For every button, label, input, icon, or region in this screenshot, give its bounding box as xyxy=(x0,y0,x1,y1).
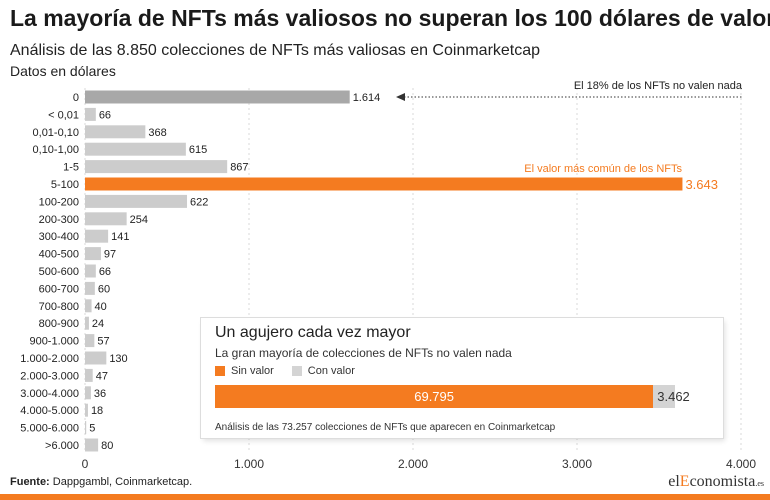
x-tick-label: 4.000 xyxy=(726,457,756,471)
x-tick-label: 1.000 xyxy=(234,457,264,471)
category-label: 600-700 xyxy=(39,283,79,295)
category-label: 5.000-6.000 xyxy=(20,423,79,435)
data-label: 40 xyxy=(95,301,107,313)
source-label: Fuente: xyxy=(10,476,50,488)
publisher-logo: elEconomista.es xyxy=(668,473,764,490)
bar xyxy=(85,281,95,295)
category-label: < 0,01 xyxy=(48,109,79,121)
bar xyxy=(85,403,88,417)
legend-label-sin-valor: Sin valor xyxy=(231,365,274,377)
unit-label: Datos en dólares xyxy=(10,63,116,79)
stacked-segment-sin-valor: 69.795 xyxy=(215,385,654,408)
bar xyxy=(85,247,101,261)
category-label: 1.000-2.000 xyxy=(20,353,79,365)
bar xyxy=(85,160,228,174)
bar xyxy=(85,177,683,191)
category-label: 0 xyxy=(73,92,79,104)
annotation-arrowhead xyxy=(396,93,405,101)
legend-swatch-con-valor xyxy=(291,366,302,376)
inset-title: Un agujero cada vez mayor xyxy=(215,324,411,341)
bar xyxy=(85,90,350,104)
data-label: 141 xyxy=(111,231,129,243)
category-label: 200-300 xyxy=(39,214,79,226)
bar xyxy=(85,316,89,330)
x-tick-label: 2.000 xyxy=(398,457,428,471)
bar xyxy=(85,438,99,452)
category-label: 0,10-1,00 xyxy=(33,144,79,156)
chart-title: La mayoría de NFTs más valiosos no super… xyxy=(10,5,770,31)
legend-swatch-sin-valor xyxy=(215,366,225,376)
category-label: 700-800 xyxy=(39,301,79,313)
bar xyxy=(85,421,87,435)
inset-subtitle: La gran mayoría de colecciones de NFTs n… xyxy=(215,346,512,360)
data-label: 60 xyxy=(98,283,110,295)
data-label: 5 xyxy=(89,423,95,435)
x-tick-label: 0 xyxy=(82,457,89,471)
bar xyxy=(85,299,92,313)
data-label: 97 xyxy=(104,249,116,261)
bar xyxy=(85,194,188,208)
chart-subtitle: Análisis de las 8.850 colecciones de NFT… xyxy=(10,42,541,59)
data-label: 66 xyxy=(99,266,111,278)
stacked-label-con-valor: 3.462 xyxy=(657,389,690,404)
bar-chart: 0 1.000 2.000 3.000 4.000 0 1.614 < 0,01 66 0,01-… xyxy=(20,80,756,471)
inset-legend: Sin valor Con valor xyxy=(215,365,373,377)
bar xyxy=(85,142,186,156)
category-label: 300-400 xyxy=(39,231,79,243)
category-label: 500-600 xyxy=(39,266,79,278)
data-label: 36 xyxy=(94,388,106,400)
data-label: 254 xyxy=(130,214,148,226)
category-label: 1-5 xyxy=(63,162,79,174)
inset-note: Análisis de las 73.257 colecciones de NF… xyxy=(215,422,556,433)
category-label: 2.000-3.000 xyxy=(20,370,79,382)
category-label: 400-500 xyxy=(39,249,79,261)
x-tick-label: 3.000 xyxy=(562,457,592,471)
bar xyxy=(85,351,107,365)
category-label: 100-200 xyxy=(39,196,79,208)
data-label: 57 xyxy=(97,336,109,348)
annotation-zero: El 18% de los NFTs no valen nada xyxy=(574,80,743,92)
inset-panel: Un agujero cada vez mayor La gran mayorí… xyxy=(201,318,723,438)
data-label: 80 xyxy=(101,440,113,452)
bar xyxy=(85,107,96,121)
data-label: 3.643 xyxy=(685,177,718,192)
annotation-highlight: El valor más común de los NFTs xyxy=(524,163,682,175)
data-label: 66 xyxy=(99,109,111,121)
data-label: 47 xyxy=(96,370,108,382)
category-label: 800-900 xyxy=(39,318,79,330)
category-label: 900-1.000 xyxy=(29,336,79,348)
category-label: 3.000-4.000 xyxy=(20,388,79,400)
data-label: 24 xyxy=(92,318,104,330)
category-label: 0,01-0,10 xyxy=(33,127,79,139)
bar xyxy=(85,334,95,348)
bar xyxy=(85,212,127,226)
stacked-bar: 69.795 xyxy=(215,385,675,408)
bottom-accent-bar xyxy=(0,494,770,500)
bar xyxy=(85,368,93,382)
data-label: 867 xyxy=(230,162,248,174)
data-label: 622 xyxy=(190,196,208,208)
bar xyxy=(85,264,96,278)
category-label: 4.000-5.000 xyxy=(20,405,79,417)
category-label: 5-100 xyxy=(51,179,79,191)
data-label: 615 xyxy=(189,144,207,156)
category-label: >6.000 xyxy=(45,440,79,452)
data-label: 1.614 xyxy=(353,92,381,104)
bar xyxy=(85,386,91,400)
source-note: Fuente: Dappgambl, Coinmarketcap. xyxy=(10,476,192,488)
stacked-segment-con-valor xyxy=(653,385,675,408)
bar xyxy=(85,125,146,139)
data-label: 18 xyxy=(91,405,103,417)
source-text: Dappgambl, Coinmarketcap. xyxy=(52,476,193,488)
data-label: 368 xyxy=(148,127,166,139)
bar xyxy=(85,229,109,243)
data-label: 130 xyxy=(109,353,127,365)
legend-label-con-valor: Con valor xyxy=(307,365,355,377)
